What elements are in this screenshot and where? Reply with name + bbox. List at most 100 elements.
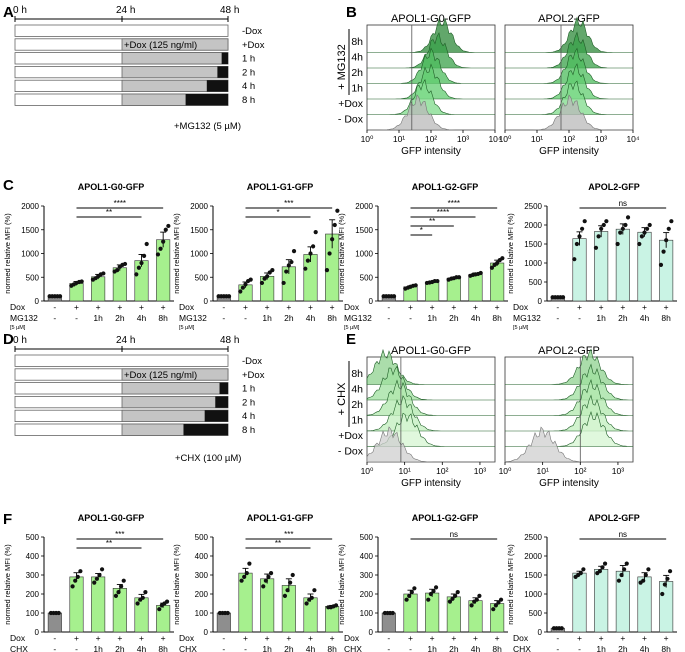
chart-data-point bbox=[407, 593, 412, 599]
chart-significance-label: **** bbox=[448, 199, 460, 208]
chart-dox-value: + bbox=[330, 302, 335, 312]
chart-bar bbox=[91, 576, 106, 633]
chart-y-tick-label: 500 bbox=[26, 533, 40, 542]
bar-chart: APOL1-G2-GFP 0 100 200 300 400 500 normed relat… bbox=[337, 513, 508, 652]
histogram-row-label: 8h bbox=[351, 36, 363, 48]
histogram-curve bbox=[367, 94, 495, 131]
histogram-treatment-label: + CHX bbox=[336, 382, 348, 415]
chart-dox-value: + bbox=[599, 633, 604, 643]
chart-data-point bbox=[332, 222, 337, 228]
histogram-row-label: 4h bbox=[351, 52, 363, 64]
chart-y-tick-label: 1000 bbox=[355, 250, 373, 259]
chart-data-point bbox=[455, 590, 460, 595]
timeline-chx-text: +CHX (100 µM) bbox=[175, 453, 241, 464]
chart-significance-label: ** bbox=[275, 539, 281, 548]
chart-data-point bbox=[593, 245, 599, 250]
chart-significance-label: **** bbox=[437, 208, 449, 217]
chart-data-point bbox=[489, 265, 495, 270]
chart-dox-value: + bbox=[243, 302, 248, 312]
chart-data-point bbox=[658, 262, 664, 267]
timeline-treatment-segment bbox=[217, 66, 228, 78]
chart-data-point bbox=[92, 580, 97, 585]
chart-bar bbox=[572, 572, 587, 633]
histogram-row-label: +Dox bbox=[338, 98, 364, 110]
chart-y-tick-label: 500 bbox=[529, 609, 543, 618]
chart-data-point bbox=[238, 289, 243, 294]
chart-ylabel: normed relative MFI (%) bbox=[172, 213, 181, 294]
chart-dox-value: + bbox=[664, 302, 669, 312]
chart-data-point bbox=[647, 222, 652, 228]
histogram-tick-label: 10⁰ bbox=[499, 466, 512, 476]
chart-dox-value: + bbox=[139, 633, 144, 643]
bar-chart: APOL1-G0-GFP 0 500 1000 1500 2000 normed relat… bbox=[3, 182, 174, 331]
chart-bar bbox=[47, 612, 62, 633]
bar-chart: APOL2-GFP 0 500 1000 1500 2000 2500 normed rela… bbox=[506, 182, 677, 331]
panel-letter-a: A bbox=[3, 4, 14, 21]
timeline-row-label: 4 h bbox=[242, 81, 255, 92]
timeline-row-box bbox=[14, 24, 229, 37]
chart-dox-value: + bbox=[161, 633, 166, 643]
chart-treatment-value: 2h bbox=[284, 644, 294, 652]
chart-significance-label: *** bbox=[284, 199, 293, 208]
chart-title: APOL1-G2-GFP bbox=[412, 513, 479, 523]
chart-data-point bbox=[247, 561, 252, 566]
chart-data-point bbox=[639, 234, 645, 239]
chart-dox-value: + bbox=[451, 633, 456, 643]
chart-data-point bbox=[333, 603, 339, 608]
chart-data-point bbox=[491, 607, 496, 612]
histogram-tick-label: 10¹ bbox=[536, 466, 548, 476]
histogram-tick-label: 10¹ bbox=[393, 134, 405, 144]
chart-data-point bbox=[582, 219, 587, 224]
chart-treatment-value: 2h bbox=[115, 644, 125, 652]
chart-data-point bbox=[303, 266, 308, 271]
chart-data-point bbox=[469, 603, 474, 608]
chart-data-point bbox=[135, 601, 140, 606]
chart-y-tick-label: 300 bbox=[26, 571, 40, 580]
histogram-xlabel: GFP intensity bbox=[539, 478, 599, 489]
chart-dox-value: + bbox=[243, 633, 248, 643]
chart-data-point bbox=[73, 578, 78, 583]
timeline-dox-segment bbox=[121, 395, 229, 409]
chart-dox-value: + bbox=[495, 302, 500, 312]
chart-dox-value: - bbox=[53, 302, 56, 312]
chart-y-tick-label: 0 bbox=[538, 297, 543, 306]
chart-bar bbox=[381, 612, 396, 633]
chart-bar bbox=[468, 274, 483, 302]
histogram-row-label: 1h bbox=[351, 415, 363, 427]
chart-data-point bbox=[166, 223, 171, 229]
chart-data-point bbox=[97, 572, 102, 578]
histogram-row-label: 4h bbox=[351, 384, 363, 396]
chart-title: APOL2-GFP bbox=[588, 513, 640, 523]
chart-y-tick-label: 200 bbox=[360, 590, 374, 599]
timeline-group: 0 h 24 h 48 h-Dox +Dox 1 h 2 h 4 h 8 h +Dox (125… bbox=[13, 5, 265, 106]
chart-treatment-value: - bbox=[578, 313, 581, 323]
histogram-tick-label: 10² bbox=[574, 466, 586, 476]
chart-data-point bbox=[270, 268, 275, 273]
chart-data-point bbox=[560, 295, 566, 300]
histogram-row-label: - Dox bbox=[338, 114, 364, 126]
histogram-curve bbox=[505, 47, 633, 84]
chart-treatment-value: 1h bbox=[427, 644, 437, 652]
chart-y-tick-label: 200 bbox=[26, 590, 40, 599]
chart-treatment-value: - bbox=[222, 313, 225, 323]
chart-y-tick-label: 300 bbox=[195, 571, 209, 580]
chart-data-point bbox=[661, 249, 666, 254]
chart-y-tick-label: 100 bbox=[26, 609, 40, 618]
chart-treatment-value: 2h bbox=[449, 313, 459, 323]
panel-letter-f: F bbox=[3, 511, 12, 528]
chart-dox-value: + bbox=[451, 302, 456, 312]
timeline-dox-segment bbox=[121, 368, 229, 381]
chart-data-point bbox=[56, 610, 61, 616]
histogram-title: APOL1-G0-GFP bbox=[391, 13, 471, 25]
chart-data-point bbox=[259, 280, 265, 286]
histogram-curve bbox=[505, 394, 633, 432]
timeline-dox-text: +Dox (125 ng/ml) bbox=[124, 370, 197, 381]
chart-ylabel: normed relative MFI (%) bbox=[337, 544, 346, 625]
chart-data-point bbox=[642, 230, 647, 235]
histogram-curve bbox=[505, 94, 633, 131]
histogram-row-label: - Dox bbox=[338, 446, 364, 458]
chart-data-point bbox=[581, 567, 586, 572]
histogram-xlabel: GFP intensity bbox=[401, 146, 461, 157]
chart-data-point bbox=[493, 603, 498, 608]
